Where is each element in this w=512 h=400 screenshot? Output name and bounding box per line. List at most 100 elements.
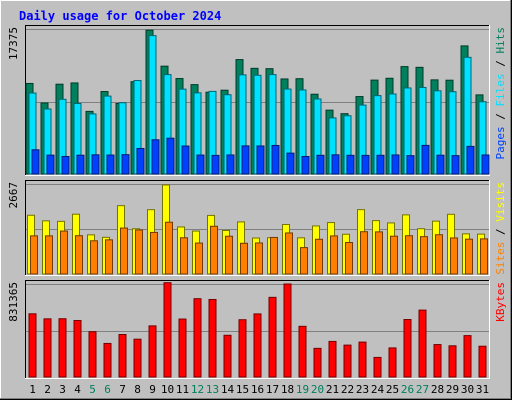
bar-kbytes-day-21 <box>328 340 337 378</box>
chart-title: Daily usage for October 2024 <box>19 9 221 23</box>
x-label-day-9: 9 <box>149 383 156 396</box>
bar-pages-day-3 <box>61 155 70 175</box>
bar-sites-day-27 <box>420 236 428 275</box>
y-max-label-visits-sites: 2667 <box>7 182 20 209</box>
x-label-day-5: 5 <box>89 383 96 396</box>
bar-sites-day-9 <box>150 231 158 275</box>
series-label-hits: Hits <box>494 27 507 54</box>
series-label-files: Files <box>494 73 507 106</box>
bar-kbytes-day-6 <box>103 342 112 378</box>
panel-visits-sites: 2667 Sites / Visits <box>7 180 507 276</box>
bar-sites-day-8 <box>135 229 143 275</box>
x-label-day-1: 1 <box>29 383 36 396</box>
x-label-day-2: 2 <box>44 383 51 396</box>
bar-sites-day-25 <box>390 235 398 275</box>
bar-pages-day-24 <box>376 154 385 175</box>
bar-pages-day-7 <box>121 154 130 175</box>
x-axis-labels: 1 2 3 4 5 6 7 8 9 10 11 12 13 14 15 16 17 18 19 20 21 22 23 24 2… <box>29 383 489 396</box>
bar-pages-day-14 <box>226 154 235 175</box>
bar-pages-day-1 <box>31 149 40 175</box>
panel-kbytes: 831365 KBytes <box>7 280 507 379</box>
bar-sites-day-21 <box>330 235 338 275</box>
bar-pages-day-10 <box>166 137 175 175</box>
bar-sites-day-13 <box>210 225 218 275</box>
x-label-day-6: 6 <box>104 383 111 396</box>
bar-sites-day-23 <box>360 231 368 275</box>
bar-kbytes-day-7 <box>118 333 127 378</box>
bar-kbytes-day-4 <box>73 320 82 378</box>
x-label-day-19: 19 <box>296 383 309 396</box>
bar-sites-day-19 <box>300 247 308 275</box>
bar-pages-day-27 <box>421 144 430 175</box>
bar-kbytes-day-16 <box>253 313 262 378</box>
bar-pages-day-25 <box>391 154 400 175</box>
bar-kbytes-day-23 <box>358 341 367 378</box>
bar-kbytes-day-1 <box>28 313 37 378</box>
bar-sites-day-31 <box>480 238 488 275</box>
series-label-pages: Pages <box>494 126 507 159</box>
x-label-day-16: 16 <box>251 383 264 396</box>
bar-kbytes-day-26 <box>403 319 412 378</box>
bar-pages-day-4 <box>76 154 85 175</box>
x-label-day-14: 14 <box>221 383 235 396</box>
panel-hits-files-pages: 17375 Pages / Files / Hits <box>7 25 507 176</box>
x-label-day-4: 4 <box>74 383 81 396</box>
bar-pages-day-11 <box>181 145 190 175</box>
bar-sites-day-5 <box>90 240 98 275</box>
x-label-day-28: 28 <box>431 383 444 396</box>
bar-pages-day-21 <box>331 154 340 175</box>
x-label-day-24: 24 <box>371 383 385 396</box>
x-label-day-21: 21 <box>326 383 339 396</box>
series-label-hits-files-pages: Pages / Files / Hits <box>494 27 507 160</box>
bar-pages-day-2 <box>46 154 55 175</box>
bar-sites-day-6 <box>105 239 113 275</box>
bar-kbytes-day-3 <box>58 318 67 378</box>
bar-sites-day-28 <box>435 234 443 275</box>
bar-sites-day-20 <box>315 238 323 275</box>
bar-pages-day-22 <box>346 154 355 175</box>
series-label-sites: Sites <box>494 242 507 275</box>
x-label-day-25: 25 <box>386 383 399 396</box>
y-max-label-hits-files-pages: 17375 <box>7 27 20 60</box>
bar-pages-day-18 <box>286 152 295 175</box>
bar-pages-day-9 <box>151 139 160 175</box>
bar-kbytes-day-12 <box>193 298 202 378</box>
bar-sites-day-3 <box>60 230 68 275</box>
bar-sites-day-2 <box>45 235 53 275</box>
bar-kbytes-day-17 <box>268 296 277 378</box>
bar-sites-day-30 <box>465 238 473 275</box>
bar-kbytes-day-30 <box>463 335 472 378</box>
x-label-day-17: 17 <box>266 383 279 396</box>
bar-kbytes-day-22 <box>343 344 352 378</box>
series-label-separator: / <box>494 54 507 74</box>
bar-kbytes-day-5 <box>88 331 97 378</box>
x-label-day-18: 18 <box>281 383 294 396</box>
bar-kbytes-day-19 <box>298 325 307 378</box>
y-max-label-kbytes: 831365 <box>7 282 20 322</box>
bar-sites-day-26 <box>405 235 413 275</box>
x-label-day-3: 3 <box>59 383 66 396</box>
bar-sites-day-24 <box>375 231 383 275</box>
x-label-day-15: 15 <box>236 383 249 396</box>
x-label-day-12: 12 <box>191 383 204 396</box>
x-label-day-7: 7 <box>119 383 126 396</box>
series-label-visits: Visits <box>494 182 507 222</box>
bar-kbytes-day-14 <box>223 334 232 378</box>
bar-sites-day-4 <box>75 235 83 275</box>
chart-panels: 17375 Pages / Files / Hits 2667 Sites / Vis… <box>7 25 507 379</box>
bar-sites-day-29 <box>450 237 458 275</box>
bar-sites-day-1 <box>30 235 38 275</box>
bar-kbytes-day-9 <box>148 325 157 378</box>
bar-kbytes-day-8 <box>133 338 142 378</box>
bar-kbytes-day-31 <box>478 345 487 378</box>
x-label-day-27: 27 <box>416 383 429 396</box>
bar-kbytes-day-29 <box>448 345 457 378</box>
bar-pages-day-5 <box>91 154 100 175</box>
bar-pages-day-6 <box>106 154 115 175</box>
bar-pages-day-12 <box>196 154 205 175</box>
bar-pages-day-28 <box>436 154 445 175</box>
bar-sites-day-14 <box>225 235 233 275</box>
bar-pages-day-23 <box>361 154 370 175</box>
x-label-day-29: 29 <box>446 383 459 396</box>
